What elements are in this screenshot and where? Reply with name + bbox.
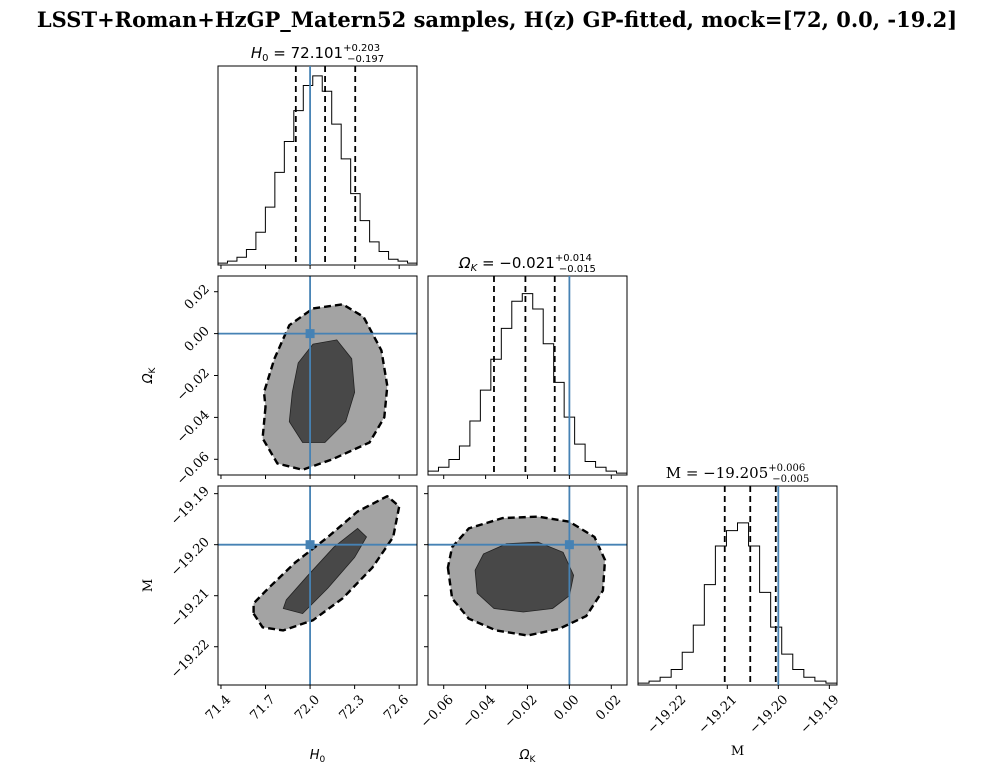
truth-marker <box>564 540 574 550</box>
cont-Ok-M-xtick-label: 0.02 <box>593 692 624 723</box>
cont-Ok-M-xtick-label: 0.00 <box>551 692 582 723</box>
contour-inner-fill <box>288 339 356 443</box>
cont-H0-M-xtick-label: 72.0 <box>292 692 323 723</box>
cont-H0-Ok-ytick-label: −0.02 <box>174 366 213 405</box>
histogram-panel-M: M = −19.205+0.006 −0.005 −19.22 −19.21 −19.2… <box>637 463 843 759</box>
histogram-title: H0 = 72.101+0.203 −0.197 <box>251 43 384 65</box>
contour-inner-fill <box>474 541 575 613</box>
contour-outer-dashed <box>252 495 401 632</box>
cont-H0-M-ytick-label: −19.19 <box>168 484 213 529</box>
cont-H0-M-xtick-label: 72.3 <box>337 692 368 723</box>
cont-H0-M-xtick-label: 71.7 <box>247 692 278 723</box>
truth-marker <box>305 540 315 550</box>
histogram-title: ΩK = −0.021+0.014 −0.015 <box>458 253 596 275</box>
hist-M-xtick-label: −19.21 <box>696 692 741 737</box>
figure-title: LSST+Roman+HzGP_Matern52 samples, H(z) G… <box>37 7 957 32</box>
contour-panel-H0-M: 71.4 71.7 72.0 72.3 72.6 −19.22 −19.21 −19.20 −1… <box>168 484 418 724</box>
contour-outer-dashed <box>261 303 389 471</box>
x-axis-label-H0: H0 <box>310 748 326 765</box>
y-axis-label-Ok: ΩK <box>141 366 158 384</box>
contour-outer-dashed <box>446 515 607 637</box>
hist-M-xtick-label: −19.19 <box>798 692 843 737</box>
panel-frame <box>427 275 628 476</box>
cont-H0-Ok-ytick-label: 0.02 <box>182 282 213 313</box>
panel-frame <box>217 485 418 686</box>
cont-H0-M-ytick-label: −19.21 <box>168 586 213 631</box>
cont-Ok-M-xtick-label: −0.04 <box>460 692 499 731</box>
cont-Ok-M-xtick-label: −0.06 <box>418 692 457 731</box>
panel-frame <box>637 485 838 686</box>
histogram-steps <box>218 75 417 264</box>
x-axis-label-Ok: ΩK <box>519 748 537 765</box>
contour-panel-Ok-M: −0.06 −0.04 −0.02 0.00 0.02 <box>418 485 628 731</box>
histogram-panel-H0: H0 = 72.101+0.203 −0.197 <box>217 43 418 269</box>
histogram-title: M = −19.205+0.006 −0.005 <box>666 463 810 485</box>
histogram-steps <box>638 522 837 684</box>
panel-frame <box>217 65 418 266</box>
contour-inner-fill <box>282 527 368 615</box>
histogram-steps <box>428 293 627 474</box>
contour-panel-H0-Ok: −0.06−0.04−0.02 0.00 0.02 <box>174 275 418 489</box>
cont-H0-Ok-ytick-label: −0.06 <box>174 450 213 489</box>
cont-Ok-M-xtick-label: −0.02 <box>502 692 541 731</box>
hist-M-xtick-label: −19.22 <box>645 692 690 737</box>
cont-H0-Ok-ytick-label: −0.04 <box>174 408 213 447</box>
cont-H0-Ok-ytick-label: 0.00 <box>182 324 213 355</box>
hist-M-xtick-label: −19.20 <box>747 692 792 737</box>
truth-marker <box>305 329 315 339</box>
histogram-panel-Ok: ΩK = −0.021+0.014 −0.015 <box>427 253 628 479</box>
y-axis-label-M: M <box>141 579 156 592</box>
cont-H0-M-ytick-label: −19.22 <box>168 637 213 682</box>
cont-H0-M-ytick-label: −19.20 <box>168 535 213 580</box>
corner-panels: H0 = 72.101+0.203 −0.197 ΩK = −0.021+0.014… <box>141 43 842 765</box>
cont-H0-M-xtick-label: 71.4 <box>203 692 234 723</box>
x-axis-label-M: M <box>731 744 744 759</box>
cont-H0-M-xtick-label: 72.6 <box>381 692 412 723</box>
